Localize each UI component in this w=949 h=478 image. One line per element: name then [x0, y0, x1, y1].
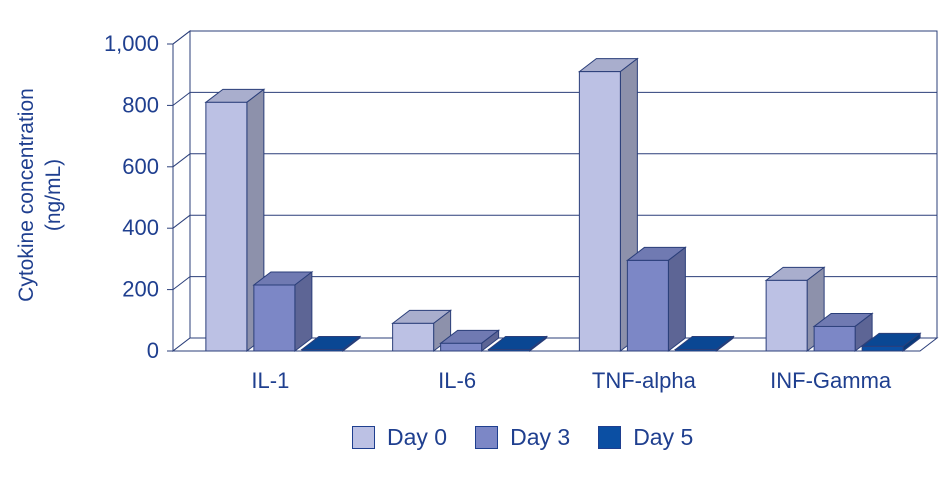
gridline-side	[172, 214, 191, 229]
legend-swatch-day-3	[475, 426, 499, 449]
legend-item-day-3: Day 3	[475, 424, 570, 451]
y-tick-label: 0	[147, 338, 159, 363]
y-tick-label: 800	[122, 92, 159, 117]
x-tick-label-INF-Gamma: INF-Gamma	[770, 368, 892, 393]
bar-TNF-alpha-Day 5	[673, 335, 735, 353]
y-tick-label: 600	[122, 154, 159, 179]
bars	[204, 57, 922, 353]
x-axis-labels: IL-1 IL-6 TNF-alpha INF-Gamma	[251, 368, 891, 393]
legend-item-day-0: Day 0	[352, 424, 447, 451]
bar-front	[301, 348, 344, 352]
y-axis: 0 200 400 600 800 1,000	[104, 31, 174, 363]
bar-front	[674, 348, 717, 352]
bar-front	[205, 101, 248, 352]
bar-TNF-alpha-Day 3	[625, 246, 687, 353]
bar-front	[440, 342, 483, 352]
legend-label-day-5: Day 5	[633, 424, 694, 450]
bar-front	[253, 284, 296, 352]
bar-front	[578, 71, 621, 352]
y-tick-label: 400	[122, 215, 159, 240]
bar-INF-Gamma-Day 0	[764, 266, 826, 353]
bar-IL-6-Day 5	[487, 335, 549, 353]
bar-front	[765, 279, 808, 352]
bar-front	[488, 348, 531, 352]
legend-label-day-3: Day 3	[510, 424, 571, 450]
bar-front	[392, 322, 435, 352]
gridline-side	[172, 276, 191, 290]
gridline-side	[172, 92, 191, 106]
gridline-side	[172, 30, 191, 45]
bar-side	[667, 246, 686, 353]
x-tick-label-IL-1: IL-1	[251, 368, 289, 393]
y-axis-label-line-1: Cytokine concentration	[15, 88, 38, 302]
legend-swatch-day-5	[598, 426, 622, 449]
bar-TNF-alpha-Day 0	[577, 57, 639, 353]
bar-IL-6-Day 0	[391, 309, 453, 353]
x-tick-label-TNF-alpha: TNF-alpha	[592, 368, 697, 393]
bar-INF-Gamma-Day 3	[812, 312, 874, 353]
legend-swatch-day-0	[352, 426, 375, 449]
y-axis-label-line-2: (ng/mL)	[42, 159, 65, 231]
gridlines	[172, 30, 937, 290]
legend-item-day-5: Day 5	[598, 424, 693, 451]
y-tick-label: 1,000	[104, 31, 159, 56]
legend-label-day-0: Day 0	[387, 424, 448, 450]
x-tick-label-IL-6: IL-6	[438, 368, 476, 393]
bar-front	[813, 325, 856, 352]
bar-INF-Gamma-Day 5	[860, 332, 922, 353]
bar-front	[626, 259, 669, 352]
legend: Day 0 Day 3 Day 5	[352, 424, 721, 451]
y-tick-label: 200	[122, 277, 159, 302]
side-wall	[172, 29, 191, 353]
bar-front	[861, 345, 904, 352]
bar-IL-6-Day 3	[439, 329, 501, 353]
gridline-side	[172, 153, 191, 168]
bar-side	[294, 270, 313, 353]
bar-IL-1-Day 3	[252, 270, 314, 353]
bar-IL-1-Day 5	[300, 335, 362, 353]
